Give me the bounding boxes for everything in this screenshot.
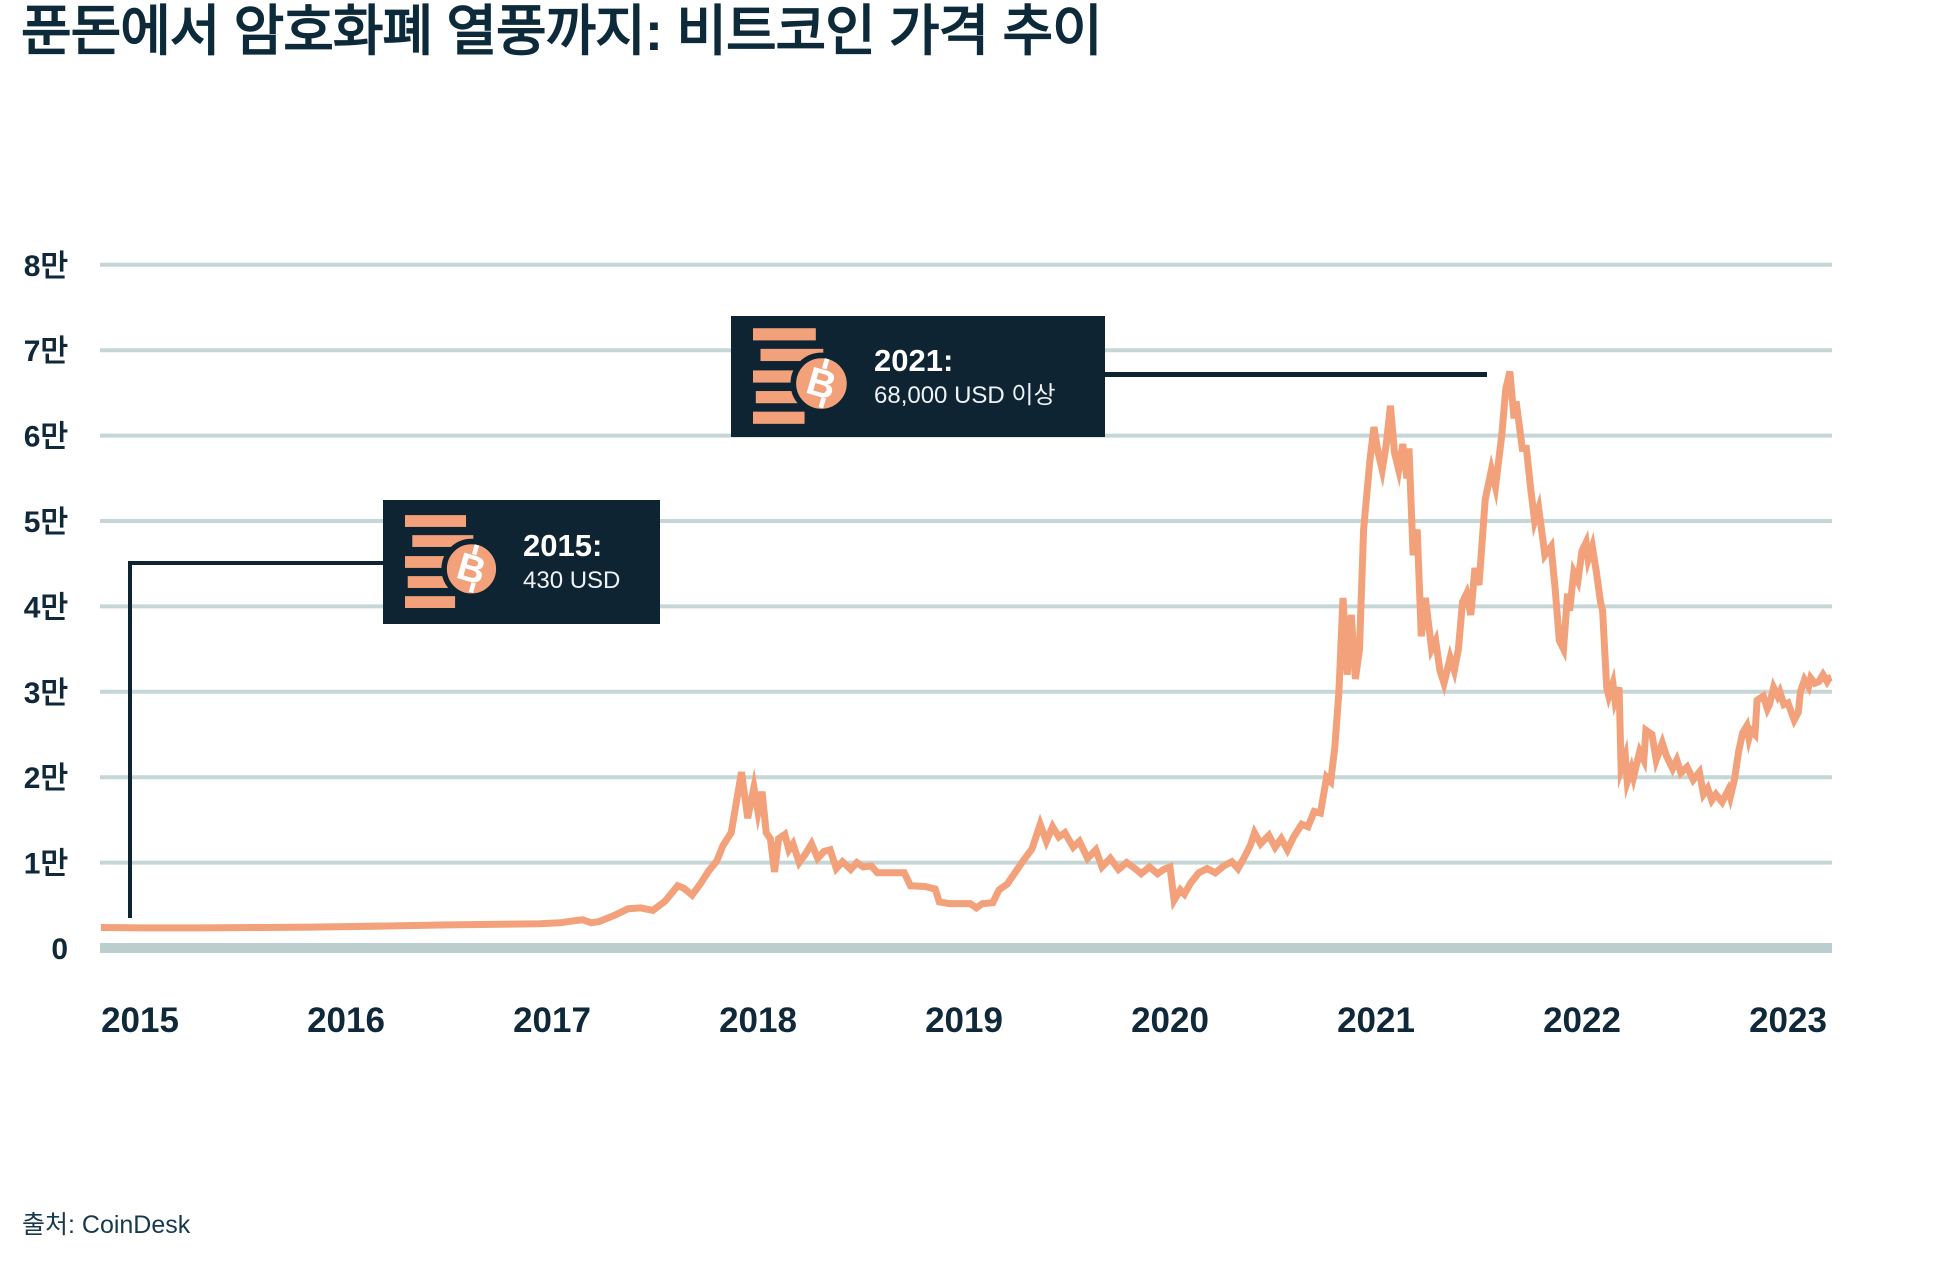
annotation-2015-leader-horizontal (128, 561, 383, 565)
annotation-2015-value: 430 USD (523, 567, 621, 595)
bitcoin-coins-icon: B (753, 328, 853, 424)
annotation-2015: B 2015: 430 USD (383, 500, 660, 624)
annotation-2021: B 2021: 68,000 USD 이상 (731, 316, 1105, 437)
price-line (100, 370, 1833, 932)
y-tick-label: 8만 (24, 250, 69, 283)
x-axis-labels: 2015 2016 2017 2018 2019 2020 2021 2022 2023 (101, 1001, 1827, 1040)
page-title: 푼돈에서 암호화폐 열풍까지: 비트코인 가격 추이 (21, 0, 1103, 62)
y-tick-label: 2만 (24, 762, 69, 795)
x-tick-label: 2021 (1337, 1001, 1415, 1040)
y-tick-label: 7만 (24, 335, 69, 368)
y-tick-label: 5만 (24, 506, 69, 539)
annotation-2015-year: 2015: (523, 528, 603, 564)
y-tick-label: 1만 (24, 848, 69, 881)
source-credit: 출처: CoinDesk (22, 1211, 191, 1239)
y-tick-label: 4만 (24, 591, 69, 624)
x-tick-label: 2022 (1543, 1001, 1621, 1040)
y-tick-label: 0 (51, 933, 68, 966)
annotation-2021-value: 68,000 USD 이상 (874, 381, 1056, 409)
x-tick-label: 2016 (307, 1001, 385, 1040)
y-tick-label: 6만 (24, 421, 69, 454)
y-tick-label: 3만 (24, 677, 69, 710)
x-tick-label: 2018 (719, 1001, 797, 1040)
x-tick-label: 2023 (1749, 1001, 1827, 1040)
y-axis-labels: 0 1만 2만 3만 4만 5만 6만 7만 8만 (24, 250, 69, 966)
x-tick-label: 2019 (925, 1001, 1003, 1040)
bitcoin-coins-icon: B (405, 515, 502, 608)
x-tick-label: 2017 (513, 1001, 591, 1040)
annotation-2021-year: 2021: (874, 342, 954, 378)
x-axis-baseline (100, 943, 1832, 953)
x-tick-label: 2020 (1131, 1001, 1209, 1040)
x-tick-label: 2015 (101, 1001, 179, 1040)
annotation-2015-leader-vertical (128, 561, 132, 918)
annotation-2021-leader-horizontal (1105, 372, 1487, 377)
